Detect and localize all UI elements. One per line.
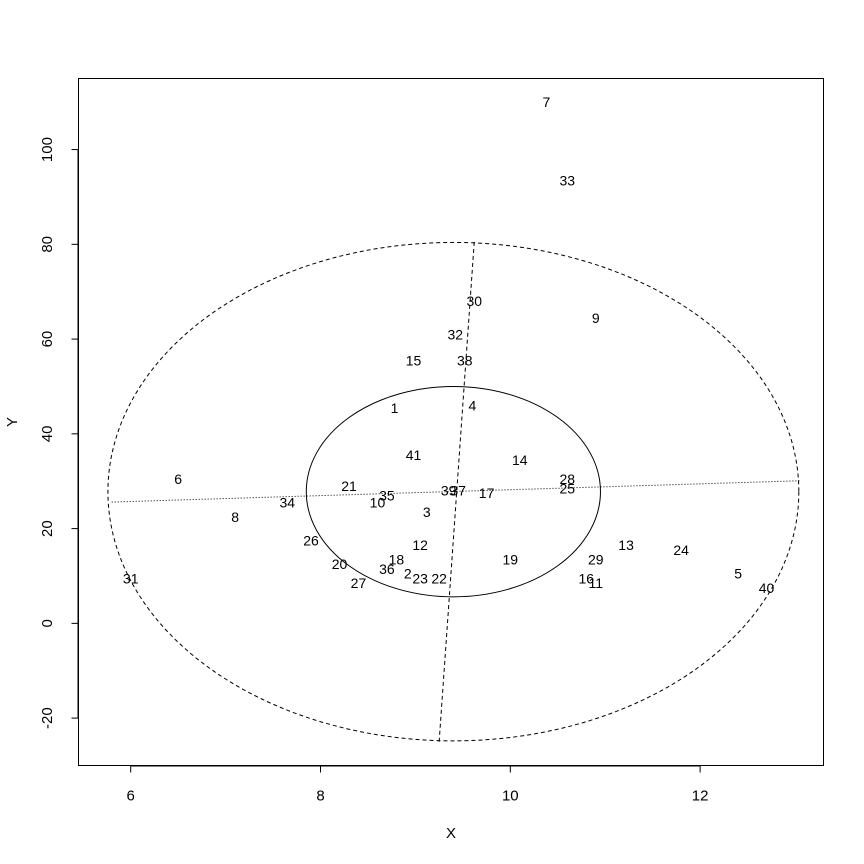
point-label: 14 [512,452,528,468]
point-label: 9 [592,310,600,326]
x-axis-label: X [446,825,456,842]
point-label: 28 [559,471,575,487]
y-tick-label: -20 [39,707,56,729]
point-label: 32 [447,326,463,342]
point-label: 1 [391,400,399,416]
point-label: 21 [341,478,357,494]
point-label: 25 [559,480,575,496]
point-label: 19 [503,551,519,567]
x-tick-label: 8 [316,788,324,805]
y-axis-label: Y [4,417,21,427]
point-label: 30 [466,293,482,309]
point-label: 13 [618,537,634,553]
point-label: 35 [379,487,395,503]
ellipse-group [107,241,800,742]
point-label: 12 [412,537,428,553]
y-axis: -20 0 20 40 60 80 100 [39,137,79,729]
point-label: 15 [406,352,422,368]
x-tick-label: 6 [127,788,135,805]
y-tick-label: 60 [39,331,56,348]
point-label: 22 [431,570,447,586]
x-axis: 6 8 10 12 [127,765,709,805]
point-label: 37 [450,483,466,499]
y-tick-label: 100 [39,137,56,162]
point-label: 36 [379,561,395,577]
point-label: 18 [389,551,405,567]
point-label: 31 [123,570,139,586]
point-label: 2 [404,566,412,582]
point-label: 34 [280,495,296,511]
point-label: 11 [588,575,603,591]
point-label: 23 [412,570,428,586]
point-label: 17 [479,485,495,501]
y-tick-label: 20 [39,520,56,537]
point-label: 39 [441,483,457,499]
point-label: 4 [468,397,476,413]
y-tick-label: 40 [39,426,56,443]
point-label: 33 [559,172,575,188]
x-tick-label: 10 [502,788,519,805]
point-label: 8 [231,509,239,525]
major-axis-line [111,480,800,503]
x-tick-label: 12 [692,788,709,805]
point-label: 5 [734,566,742,582]
outer-ellipse [107,241,800,742]
point-label: 29 [588,551,604,567]
point-label: 26 [303,532,319,548]
ellipse-axis-lines [111,241,800,742]
point-label: 10 [370,495,386,511]
point-label: 27 [351,575,367,591]
point-label: 40 [759,580,775,596]
point-label: 38 [457,352,473,368]
y-tick-label: 0 [39,619,56,627]
point-label: 24 [673,542,689,558]
point-label: 7 [542,94,550,110]
point-label: 16 [578,570,594,586]
y-tick-label: 80 [39,236,56,253]
point-label: 6 [174,471,182,487]
point-label: 20 [332,556,348,572]
inner-ellipse [305,385,601,598]
point-label: 41 [406,447,422,463]
point-label: 3 [423,504,431,520]
